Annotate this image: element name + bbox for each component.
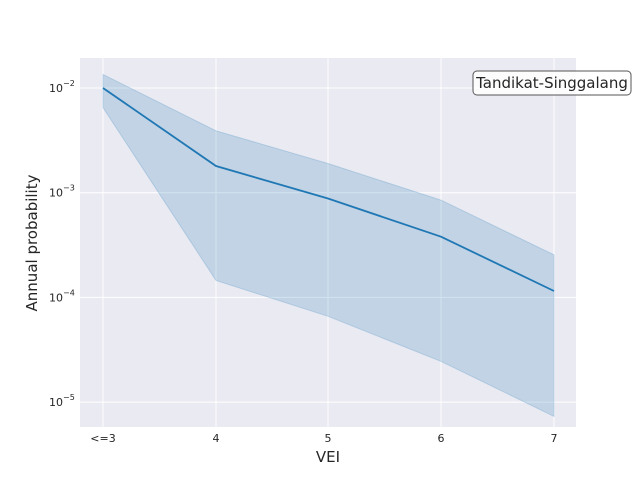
x-tick-label: 6 [438,432,445,445]
confidence-band [102,73,555,418]
x-tick-label: 5 [325,432,332,445]
y-tick-label: 10−2 [49,79,75,95]
x-tick-label: <=3 [90,432,115,445]
y-axis-label: Annual probability [23,174,41,311]
x-axis-label: VEI [316,448,340,466]
annotation-text: Tandikat-Singgalang [475,74,628,92]
y-tick-labels: 10−2 10−3 10−4 10−5 [49,79,75,409]
x-tick-label: 4 [213,432,220,445]
y-tick-label: 10−4 [49,288,75,304]
series-line [102,87,555,292]
x-tick-label: 7 [551,432,558,445]
x-tick-labels: <=3 4 5 6 7 [90,432,557,445]
volcano-annotation: Tandikat-Singgalang [472,70,632,96]
y-tick-label: 10−3 [49,184,75,200]
annotation-box [472,70,632,96]
y-tick-label: 10−5 [49,393,75,409]
